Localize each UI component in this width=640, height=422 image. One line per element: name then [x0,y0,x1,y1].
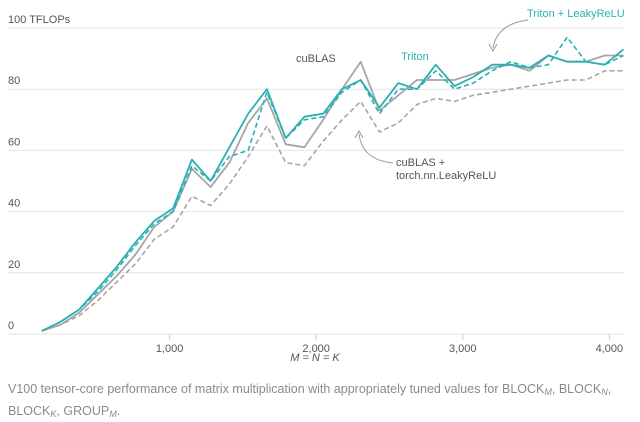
x-tick-label: 4,000 [596,343,624,355]
x-tick-label: 1,000 [156,343,184,355]
series-line-triton [41,48,624,332]
x-tick-label: 2,000 [302,343,330,355]
arrow-triton-leakyrelu [492,19,529,49]
series-line-cublas-torch-nn-leakyrelu [41,70,624,332]
y-tick-label: 100 TFLOPs [8,14,71,26]
y-tick-label: 60 [8,136,20,148]
y-tick-label: 80 [8,75,20,87]
annotation-triton: Triton [401,51,429,63]
y-axis-ticks: 0 20 40 60 80 100 TFLOPs [8,14,71,332]
x-axis-label: M = N = K [290,352,340,364]
annotation-triton-leakyrelu: Triton + LeakyReLU [527,8,625,20]
annotation-cublas: cuBLAS [296,53,336,65]
annotation-cublas-leakyrelu-line1: cuBLAS + [396,157,445,169]
figure-caption: V100 tensor-core performance of matrix m… [8,382,612,419]
arrowhead-triton-leakyrelu [488,43,498,53]
x-tick-label: 3,000 [449,343,477,355]
arrow-cublas-leakyrelu [358,133,394,164]
series-lines [41,36,624,332]
y-tick-label: 40 [8,198,20,210]
performance-chart: 0 20 40 60 80 100 TFLOPs 1,000 2,000 3,000 4,000… [8,8,625,364]
annotation-cublas-leakyrelu-line2: torch.nn.LeakyReLU [396,170,496,182]
y-tick-label: 0 [8,320,14,332]
series-line-triton-leakyrelu [41,36,624,332]
series-line-cublas [41,54,624,332]
arrowhead-cublas-leakyrelu [354,129,364,139]
x-axis-ticks: 1,000 2,000 3,000 4,000 [156,334,623,355]
y-tick-label: 20 [8,259,20,271]
